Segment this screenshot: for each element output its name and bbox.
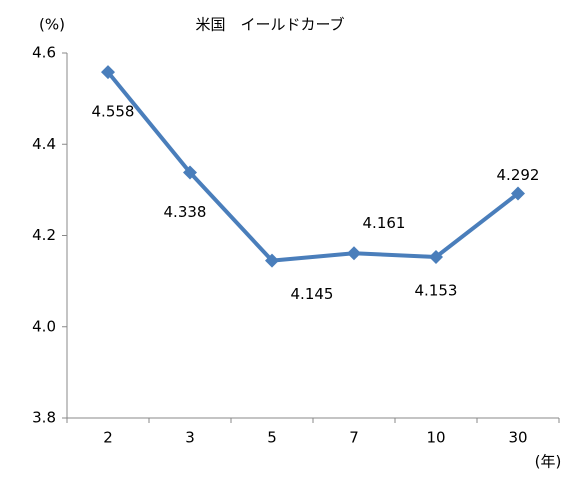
x-axis-label: (年): [535, 453, 562, 471]
data-label: 4.292: [497, 166, 540, 184]
data-label: 4.145: [291, 285, 334, 303]
x-tick-label: 5: [267, 429, 277, 447]
y-axis-label: (%): [39, 16, 65, 34]
marker: [429, 249, 443, 264]
x-tick-label: 30: [508, 429, 527, 447]
x-tick-label: 3: [185, 429, 195, 447]
chart-title: 米国 イールドカーブ: [195, 16, 344, 34]
data-label: 4.338: [164, 203, 207, 221]
x-tick-label: 10: [426, 429, 445, 447]
data-label: 4.558: [92, 103, 135, 121]
y-tick-label: 4.0: [32, 317, 56, 335]
marker: [511, 186, 525, 201]
marker: [183, 165, 197, 180]
y-tick-label: 3.8: [32, 409, 56, 427]
y-tick-label: 4.6: [32, 44, 56, 62]
marker: [347, 246, 361, 261]
line: [106, 70, 520, 263]
marker: [101, 65, 115, 80]
data-label: 4.161: [363, 214, 406, 232]
data-label: 4.153: [415, 281, 458, 299]
marker: [265, 253, 279, 268]
y-tick-label: 4.4: [32, 135, 56, 153]
y-tick-label: 4.2: [32, 226, 56, 244]
x-tick-label: 2: [103, 429, 113, 447]
x-tick-label: 7: [349, 429, 359, 447]
